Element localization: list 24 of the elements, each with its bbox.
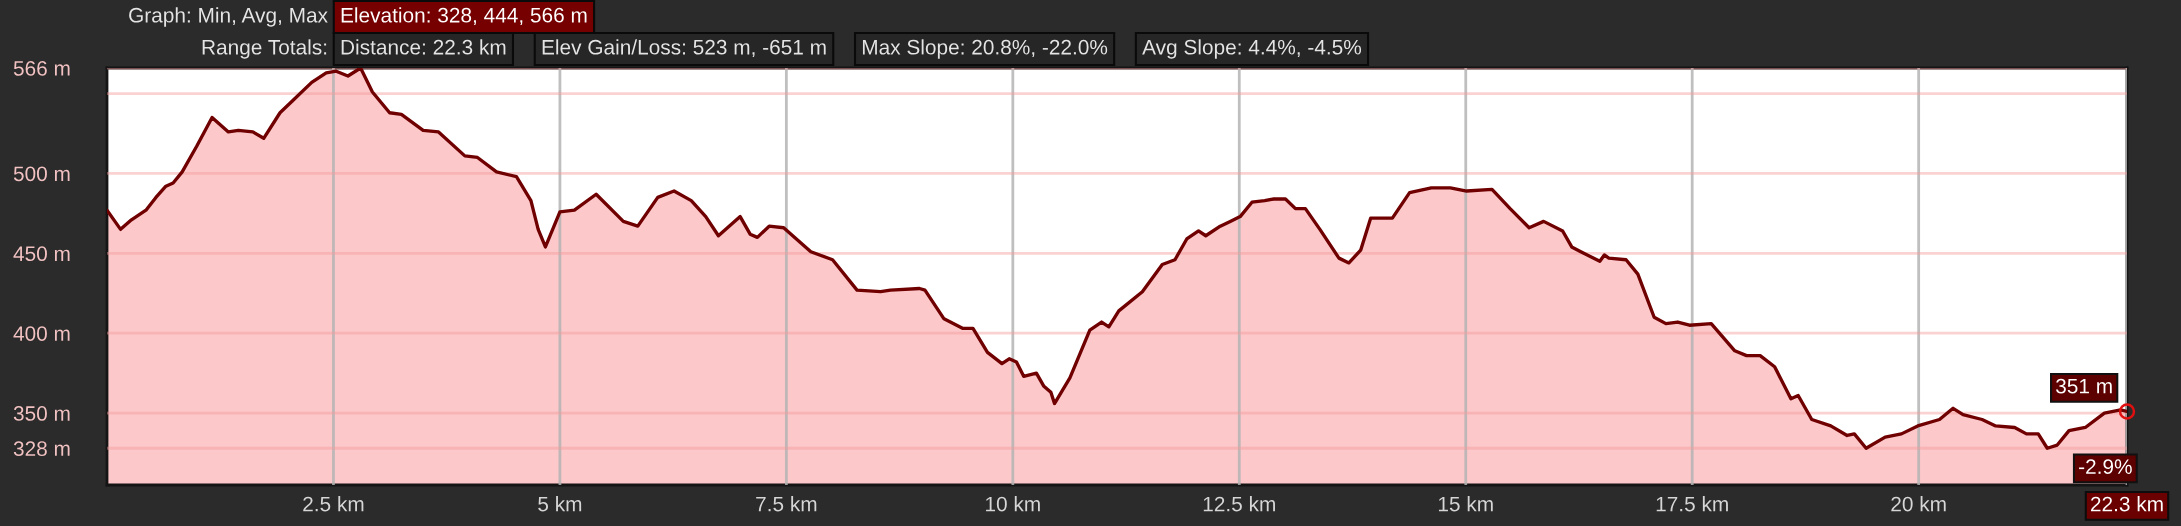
annotation: 351 m bbox=[2056, 378, 2112, 394]
annotation: -2.9% bbox=[2079, 459, 2132, 475]
x-tick-label: 7.5 km bbox=[756, 496, 817, 512]
x-tick-label: 15 km bbox=[1438, 496, 1493, 512]
x-tick-label: 22.3 km bbox=[2091, 496, 2163, 512]
text: Graph: Min, Avg, Max bbox=[129, 7, 328, 27]
x-tick-label: 20 km bbox=[1891, 496, 1946, 512]
x-tick-label: 12.5 km bbox=[1203, 496, 1275, 512]
x-tick-label: 2.5 km bbox=[303, 496, 364, 512]
y-tick-label: 328 m bbox=[13, 441, 70, 457]
text: Avg Slope: 4.4%, -4.5% bbox=[1142, 39, 1362, 59]
x-tick-label: 17.5 km bbox=[1656, 496, 1728, 512]
text: Elev Gain/Loss: 523 m, -651 m bbox=[542, 39, 826, 58]
text: Range Totals: bbox=[202, 39, 327, 59]
y-tick-label: 566 m bbox=[13, 61, 70, 76]
x-tick-label: 5 km bbox=[538, 496, 582, 512]
y-tick-label: 400 m bbox=[13, 326, 70, 341]
text: Elevation: 328, 444, 566 m bbox=[341, 7, 587, 26]
y-tick-label: 450 m bbox=[13, 246, 70, 262]
y-tick-label: 500 m bbox=[13, 166, 70, 182]
text: Max Slope: 20.8%, -22.0% bbox=[862, 39, 1108, 59]
x-tick-label: 10 km bbox=[986, 496, 1040, 512]
y-tick-label: 350 m bbox=[13, 406, 70, 421]
text: Distance: 22.3 km bbox=[341, 39, 506, 55]
